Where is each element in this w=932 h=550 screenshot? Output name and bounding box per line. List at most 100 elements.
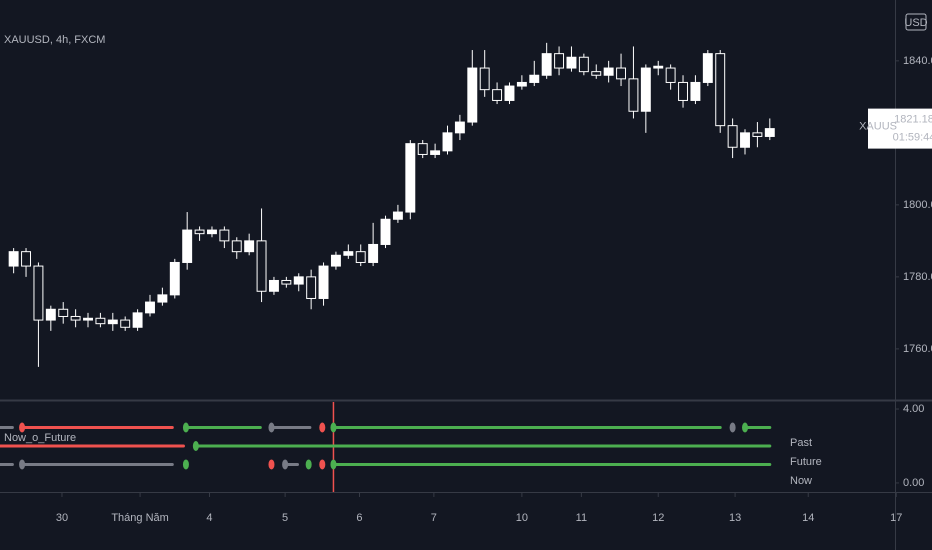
x-tick-label: 4 (206, 512, 212, 524)
candle-body (194, 229, 205, 235)
y-tick-label: 1760.00 (903, 343, 932, 355)
candle-body (343, 251, 354, 256)
candle-body (653, 65, 664, 69)
candle-body (368, 243, 379, 263)
candle-body (231, 240, 242, 253)
candle-body (355, 251, 366, 263)
candle-body (21, 251, 31, 267)
x-tick-label: 14 (802, 512, 814, 524)
countdown: 01:59:44 (893, 132, 932, 144)
candle-body (727, 125, 738, 148)
candle-body (479, 67, 490, 91)
x-tick-label: 12 (652, 512, 664, 524)
candle-body (95, 317, 106, 325)
x-tick-label: 6 (356, 512, 362, 524)
candle-body (132, 312, 143, 328)
chart-title: XAUUSD, 4h, FXCM (4, 34, 105, 46)
candle-body (392, 211, 403, 220)
segment-dot (330, 422, 337, 433)
candle-body (516, 81, 527, 87)
y-tick-label: 1800.00 (903, 199, 932, 211)
candle-body (578, 56, 589, 73)
segment-dot (282, 459, 289, 470)
candle-body (740, 132, 750, 148)
y-tick-label: 0.00 (903, 477, 924, 489)
segment-dot (182, 422, 189, 433)
x-tick-label: 17 (890, 512, 902, 524)
candle-body (120, 319, 131, 328)
candle-body (764, 128, 775, 137)
x-tick-label: 11 (576, 512, 587, 524)
candle-body (541, 53, 552, 76)
candle-body (554, 53, 565, 69)
candle-body (529, 74, 540, 83)
x-tick-label: Tháng Năm (111, 512, 168, 524)
candle-body (318, 265, 329, 299)
segment-dot (729, 422, 736, 433)
candle-body (330, 254, 341, 267)
candle-body (182, 229, 193, 263)
segment-dot (330, 459, 337, 470)
candle-body (640, 67, 651, 112)
candle-body (380, 218, 391, 245)
legend-entry: Future (790, 456, 822, 468)
candle-body (566, 56, 577, 69)
segment-dot (268, 459, 275, 470)
candle-body (492, 89, 503, 101)
candle-body (157, 294, 168, 303)
segment-dot (19, 422, 26, 433)
segment-dot (742, 422, 749, 433)
x-tick-label: 10 (516, 512, 528, 524)
indicator-title: Now_o_Future (4, 432, 76, 444)
y-tick-label: 1780.00 (903, 271, 932, 283)
x-tick-label: 5 (282, 512, 288, 524)
segment-dot (268, 422, 275, 433)
x-tick-label: 7 (431, 512, 437, 524)
segment-dot (319, 459, 326, 470)
segment-dot (192, 440, 199, 451)
candle-body (702, 53, 713, 83)
candle-body (107, 319, 118, 325)
candle-body (169, 261, 180, 296)
x-tick-label: 30 (56, 512, 68, 524)
candle-body (145, 301, 155, 314)
candle-body (628, 78, 639, 112)
candle-body (207, 229, 217, 235)
candle-body (268, 279, 279, 292)
legend-entry: Past (790, 437, 812, 449)
candle-body (293, 276, 304, 285)
candle-body (678, 81, 688, 101)
candle-body (690, 81, 701, 101)
candle-body (83, 317, 93, 321)
candle-body (405, 143, 416, 213)
currency: USD (904, 17, 927, 29)
legend-entry: Now (790, 475, 812, 487)
candle-body (58, 308, 69, 317)
candle-body (454, 121, 465, 134)
candle-body (45, 308, 56, 321)
y-tick-label: 1840.00 (903, 55, 932, 67)
candle-body (33, 265, 44, 321)
candle-body (715, 53, 726, 127)
candle-body (244, 240, 255, 253)
candle-body (417, 143, 428, 155)
y-tick-label: 4.00 (903, 403, 924, 415)
candle-body (442, 132, 453, 152)
candle-body (70, 315, 81, 321)
candle-body (752, 132, 763, 137)
segment-dot (305, 459, 312, 470)
x-tick-label: 13 (729, 512, 741, 524)
candle-body (8, 251, 19, 267)
segment-dot (19, 459, 26, 470)
price-label: 1821.18 (894, 114, 932, 126)
candle-body (256, 240, 267, 292)
symbol-label: XAUUSD (859, 121, 905, 133)
symbol-box (868, 108, 897, 149)
candle-body (467, 67, 478, 123)
candle-body (591, 71, 602, 76)
candle-body (616, 67, 627, 80)
candle-body (665, 67, 676, 83)
candle-body (504, 85, 515, 101)
segment-dot (182, 459, 189, 470)
